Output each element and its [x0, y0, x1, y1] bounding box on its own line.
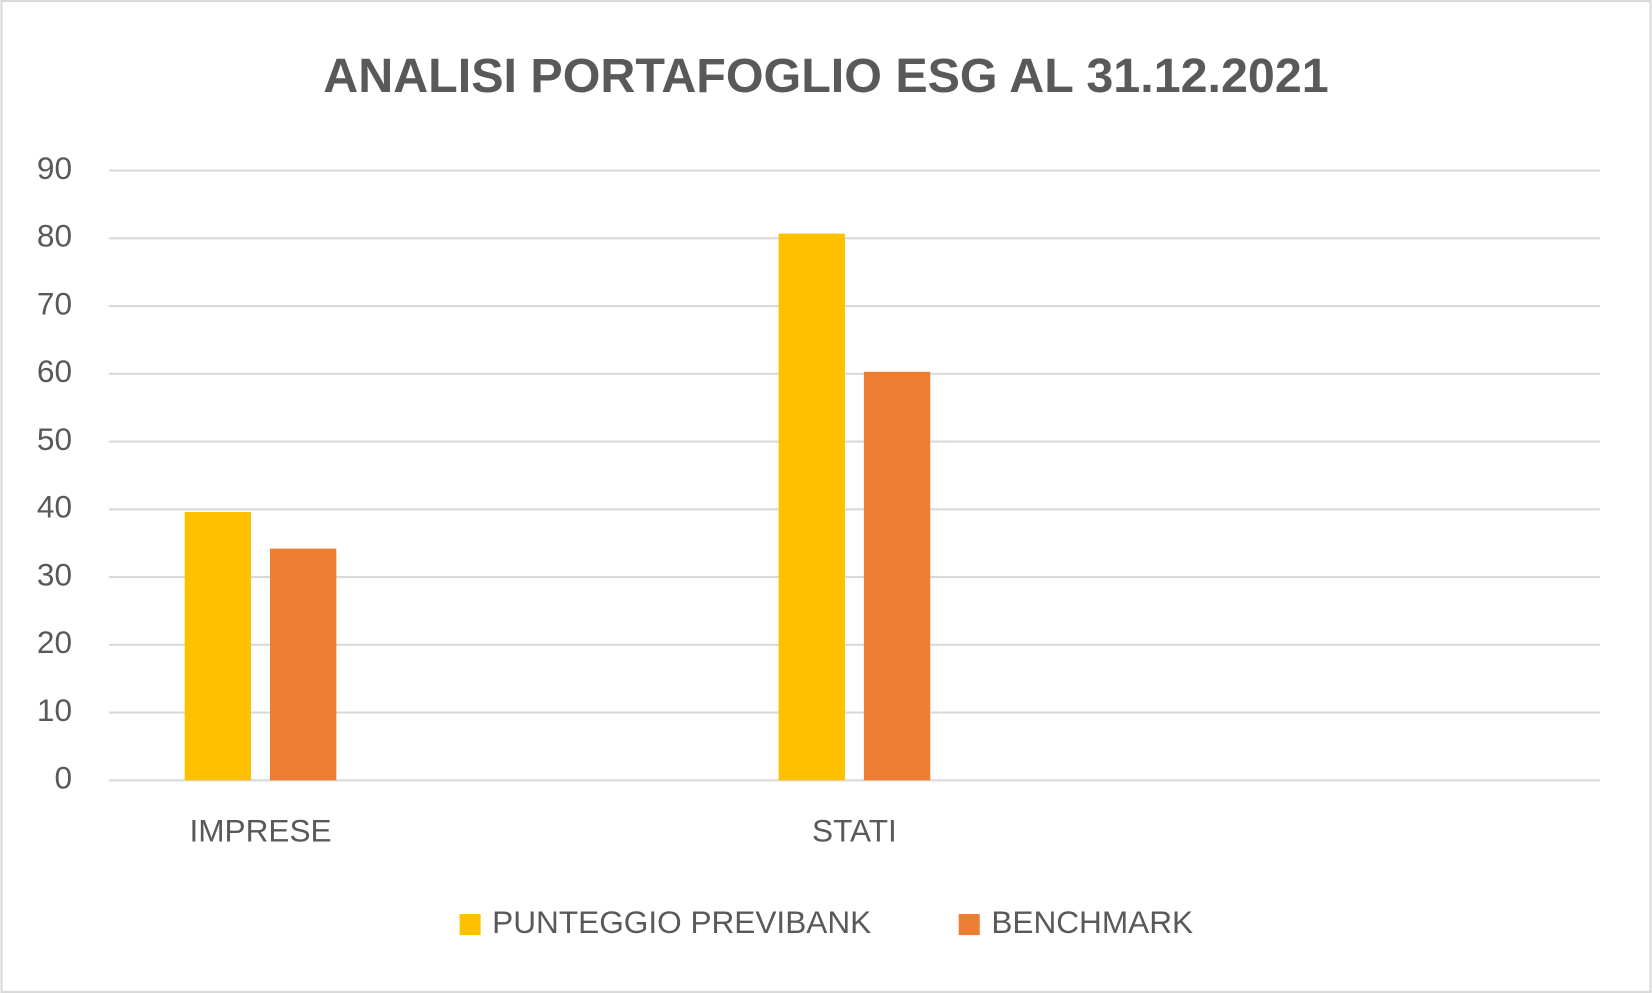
x-tick-label: STATI	[812, 812, 897, 848]
y-tick-label: 20	[37, 624, 72, 660]
y-tick-label: 30	[37, 556, 72, 592]
bar	[778, 233, 845, 781]
y-tick-label: 40	[37, 489, 72, 525]
y-tick-label: 70	[37, 285, 72, 321]
y-tick-label: 10	[37, 692, 72, 728]
x-tick-label: IMPRESE	[189, 812, 331, 848]
legend-swatch	[459, 914, 481, 936]
bar	[184, 512, 252, 781]
legend-label: BENCHMARK	[991, 904, 1193, 940]
bar	[270, 548, 337, 781]
y-tick-label: 0	[54, 760, 72, 796]
legend-swatch	[958, 914, 980, 936]
y-tick-label: 60	[37, 353, 72, 389]
bar	[863, 371, 931, 781]
y-tick-label: 50	[37, 421, 72, 457]
y-tick-label: 90	[37, 150, 72, 186]
legend-label: PUNTEGGIO PREVIBANK	[492, 904, 871, 940]
chart-title: ANALISI PORTAFOGLIO ESG AL 31.12.2021	[323, 49, 1328, 103]
y-tick-label: 80	[37, 218, 72, 254]
